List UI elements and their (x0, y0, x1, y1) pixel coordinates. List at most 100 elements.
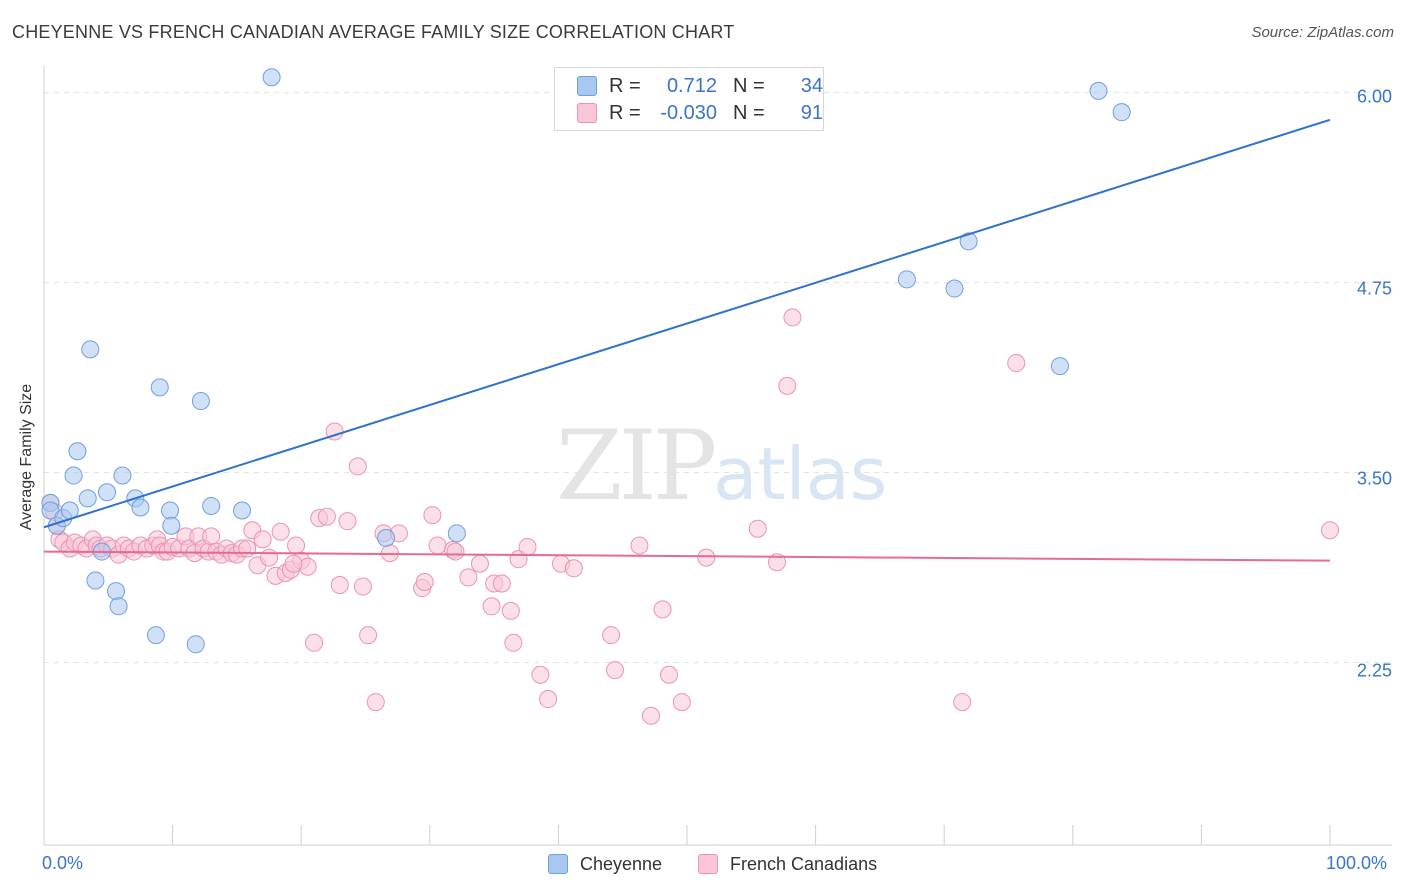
data-point (482, 597, 501, 616)
data-point (262, 68, 281, 87)
legend-swatch-cheyenne (577, 76, 597, 96)
watermark-zip: ZIP (556, 410, 717, 522)
data-point (287, 536, 306, 555)
data-point (146, 626, 165, 645)
data-point (191, 392, 210, 411)
data-point (253, 530, 272, 549)
data-point (202, 527, 221, 546)
data-point (783, 308, 802, 327)
data-point (659, 665, 678, 684)
data-point (945, 279, 964, 298)
data-point (161, 501, 180, 520)
y-tick-label-3.50: 3.50 (1356, 468, 1392, 489)
bottom-legend-swatch-french (698, 854, 718, 874)
chart-title: CHEYENNE VS FRENCH CANADIAN AVERAGE FAMI… (12, 22, 735, 42)
data-point (539, 690, 558, 709)
data-point (768, 553, 787, 572)
data-point (330, 576, 349, 595)
bottom-legend-label-french: French Canadians (730, 853, 878, 874)
data-point (81, 340, 100, 359)
trend-lines (43, 118, 1331, 562)
data-point (353, 577, 372, 596)
data-point (423, 506, 442, 525)
data-point (238, 539, 257, 558)
data-point (748, 519, 767, 538)
data-point (284, 554, 303, 573)
legend-r-label: R = (609, 101, 641, 124)
data-point (518, 538, 537, 557)
source-label: Source: ZipAtlas.com (1251, 24, 1394, 41)
data-point (1112, 103, 1131, 122)
bottom-legend-label-cheyenne: Cheyenne (580, 853, 663, 874)
data-point (602, 626, 621, 645)
bottom-legend-french: French Canadians (698, 852, 877, 876)
data-point (778, 376, 797, 395)
legend-r-value: -0.030 (660, 101, 717, 124)
data-point (1007, 354, 1026, 373)
legend-row-cheyenne: R = 0.712 N = 34 (577, 74, 823, 98)
trend-line (43, 118, 1331, 529)
data-point (501, 601, 520, 620)
stats-legend: R = 0.712 N = 34 R = -0.030 N = 91 (554, 67, 824, 131)
data-point (113, 466, 132, 485)
data-point (459, 568, 478, 587)
data-point (630, 536, 649, 555)
data-point (271, 522, 290, 541)
data-point (470, 554, 489, 573)
data-point (428, 536, 447, 555)
data-point (605, 661, 624, 680)
y-tick-label-6.00: 6.00 (1356, 86, 1392, 107)
y-tick-label-2.25: 2.25 (1356, 660, 1392, 681)
data-point (446, 542, 465, 561)
data-point (107, 582, 126, 601)
legend-r-value: 0.712 (666, 74, 717, 97)
data-point (492, 574, 511, 593)
data-point (641, 706, 660, 725)
data-point (131, 498, 150, 517)
data-point (150, 378, 169, 397)
bottom-legend-swatch-cheyenne (548, 854, 568, 874)
data-point (64, 466, 83, 485)
data-point (672, 693, 691, 712)
data-point (162, 516, 181, 535)
legend-row-french: R = -0.030 N = 91 (577, 101, 823, 125)
data-point (953, 693, 972, 712)
y-tick-label-4.75: 4.75 (1356, 278, 1392, 299)
data-point (260, 548, 279, 567)
data-point (186, 635, 205, 654)
data-point (348, 457, 367, 476)
data-points (41, 68, 1339, 725)
x-tick-label-max: 100.0% (1326, 853, 1388, 873)
data-point (653, 600, 672, 619)
data-point (1321, 521, 1339, 540)
legend-n-label: N = (733, 74, 765, 97)
legend-n-value: 34 (800, 74, 823, 97)
data-point (86, 571, 105, 590)
x-tick-label-min: 0.0% (42, 853, 84, 873)
data-point (897, 270, 916, 289)
data-point (697, 548, 716, 567)
trend-line (43, 550, 1331, 562)
data-point (366, 693, 385, 712)
data-point (1050, 357, 1069, 376)
data-point (233, 501, 252, 520)
data-point (317, 507, 336, 526)
data-point (338, 512, 357, 531)
data-point (447, 524, 466, 543)
legend-n-value: 91 (800, 101, 823, 124)
legend-swatch-french (577, 103, 597, 123)
legend-n-label: N = (733, 101, 765, 124)
data-point (109, 597, 128, 616)
data-point (1089, 81, 1108, 100)
gridlines (44, 91, 1392, 664)
data-point (959, 232, 978, 251)
data-point (305, 633, 324, 652)
data-point (359, 626, 378, 645)
data-point (202, 496, 221, 515)
data-point (564, 559, 583, 578)
axes (43, 66, 1392, 846)
y-axis-label: Average Family Size (18, 383, 35, 531)
bottom-legend-cheyenne: Cheyenne (548, 852, 662, 876)
legend-r-label: R = (609, 74, 641, 97)
